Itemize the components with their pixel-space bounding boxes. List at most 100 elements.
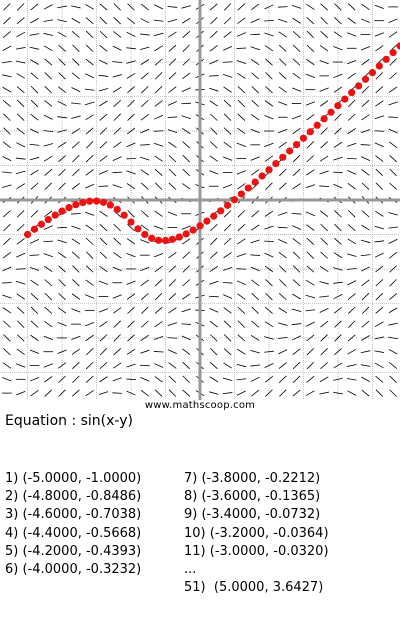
solution-curve (23, 42, 400, 245)
slope-segment (181, 102, 192, 105)
slope-segment (361, 169, 370, 176)
slope-segment (126, 390, 136, 396)
solution-point (327, 108, 335, 116)
solution-point (37, 220, 45, 228)
slope-segment (15, 157, 26, 160)
slope-segment (58, 182, 66, 190)
slope-segment (141, 210, 149, 218)
slope-segment (113, 348, 122, 356)
slope-segment (71, 141, 80, 149)
slope-segment (57, 362, 67, 369)
slope-segment (236, 142, 247, 147)
slope-segment (168, 58, 177, 66)
slope-segment (389, 168, 397, 177)
slope-segment (72, 375, 80, 384)
slope-segment (43, 19, 54, 22)
slope-segment (210, 334, 218, 342)
solution-point (120, 211, 128, 219)
slope-segment (154, 210, 163, 217)
slope-segment (264, 350, 274, 353)
slope-segment (99, 210, 108, 217)
slope-segment (30, 334, 39, 342)
slope-segment (153, 351, 164, 353)
slope-segment (112, 377, 122, 382)
slope-segment (85, 114, 94, 121)
slope-segment (57, 322, 67, 327)
slope-segment (140, 279, 149, 286)
slope-segment (112, 74, 122, 78)
slope-segment (2, 362, 12, 369)
slope-segment (348, 99, 356, 108)
slope-segment (222, 267, 233, 271)
slope-segment (127, 17, 136, 25)
slope-segment (319, 45, 329, 52)
slope-segment (209, 376, 219, 383)
slope-segment (2, 184, 12, 188)
slope-segment (265, 279, 273, 287)
slope-segment (113, 334, 121, 342)
slope-segment (361, 85, 370, 94)
solution-point (258, 172, 266, 180)
slope-segment (319, 59, 329, 65)
slope-segment (30, 306, 39, 315)
slope-segment (278, 141, 287, 148)
slope-segment (334, 17, 342, 25)
slope-segment (320, 320, 329, 328)
slope-segment (99, 30, 108, 39)
slope-segment (141, 306, 149, 315)
slope-segment (30, 210, 39, 218)
slope-segment (210, 30, 218, 39)
slope-segment (210, 16, 218, 25)
slope-segment (30, 293, 39, 301)
slope-segment (389, 58, 397, 66)
slope-segment (250, 335, 260, 341)
slope-segment (71, 182, 80, 190)
slope-segment (2, 100, 11, 107)
slope-segment (126, 60, 136, 64)
slope-segment (251, 279, 260, 286)
slope-segment (389, 251, 398, 259)
slope-segment (305, 101, 315, 106)
slope-segment (29, 33, 40, 36)
slope-segment (168, 265, 177, 273)
slope-segment (264, 32, 274, 37)
slope-segment (3, 320, 11, 328)
slope-segment (140, 114, 149, 121)
slope-segment (140, 18, 150, 24)
slope-segment (3, 3, 11, 11)
slope-segment (30, 113, 39, 121)
slope-segment (58, 86, 67, 93)
slope-segment (140, 266, 150, 272)
solution-point-row: 10) (-3.2000, -0.0364) (184, 525, 329, 541)
solution-point-row: 4) (-4.4000, -0.5668) (5, 525, 142, 541)
slope-segment (389, 182, 397, 190)
slope-segment (388, 349, 398, 355)
slope-segment (72, 58, 80, 66)
slope-segment (292, 389, 301, 397)
slope-segment (278, 31, 287, 38)
slope-segment (16, 3, 25, 11)
slope-segment (167, 322, 178, 327)
slope-segment (250, 376, 260, 382)
slope-segment (98, 280, 109, 285)
slope-segment (58, 279, 66, 287)
slope-segment (43, 335, 53, 341)
slope-segment (2, 251, 11, 259)
slope-segment (126, 253, 136, 258)
slope-segment (223, 31, 232, 38)
slope-segment (250, 254, 261, 256)
slope-segment (2, 282, 12, 284)
slope-segment (58, 44, 66, 52)
slope-segment (389, 293, 398, 300)
slope-segment (99, 141, 108, 149)
slope-segment (16, 17, 25, 25)
slope-segment (140, 320, 149, 328)
slope-segment (154, 114, 164, 120)
slope-segment (375, 375, 384, 383)
slope-segment (16, 223, 25, 232)
slope-segment (223, 86, 232, 93)
slope-segment (347, 17, 356, 24)
slope-segment (320, 30, 328, 39)
slope-segment (278, 128, 288, 134)
slope-segment (348, 210, 356, 218)
